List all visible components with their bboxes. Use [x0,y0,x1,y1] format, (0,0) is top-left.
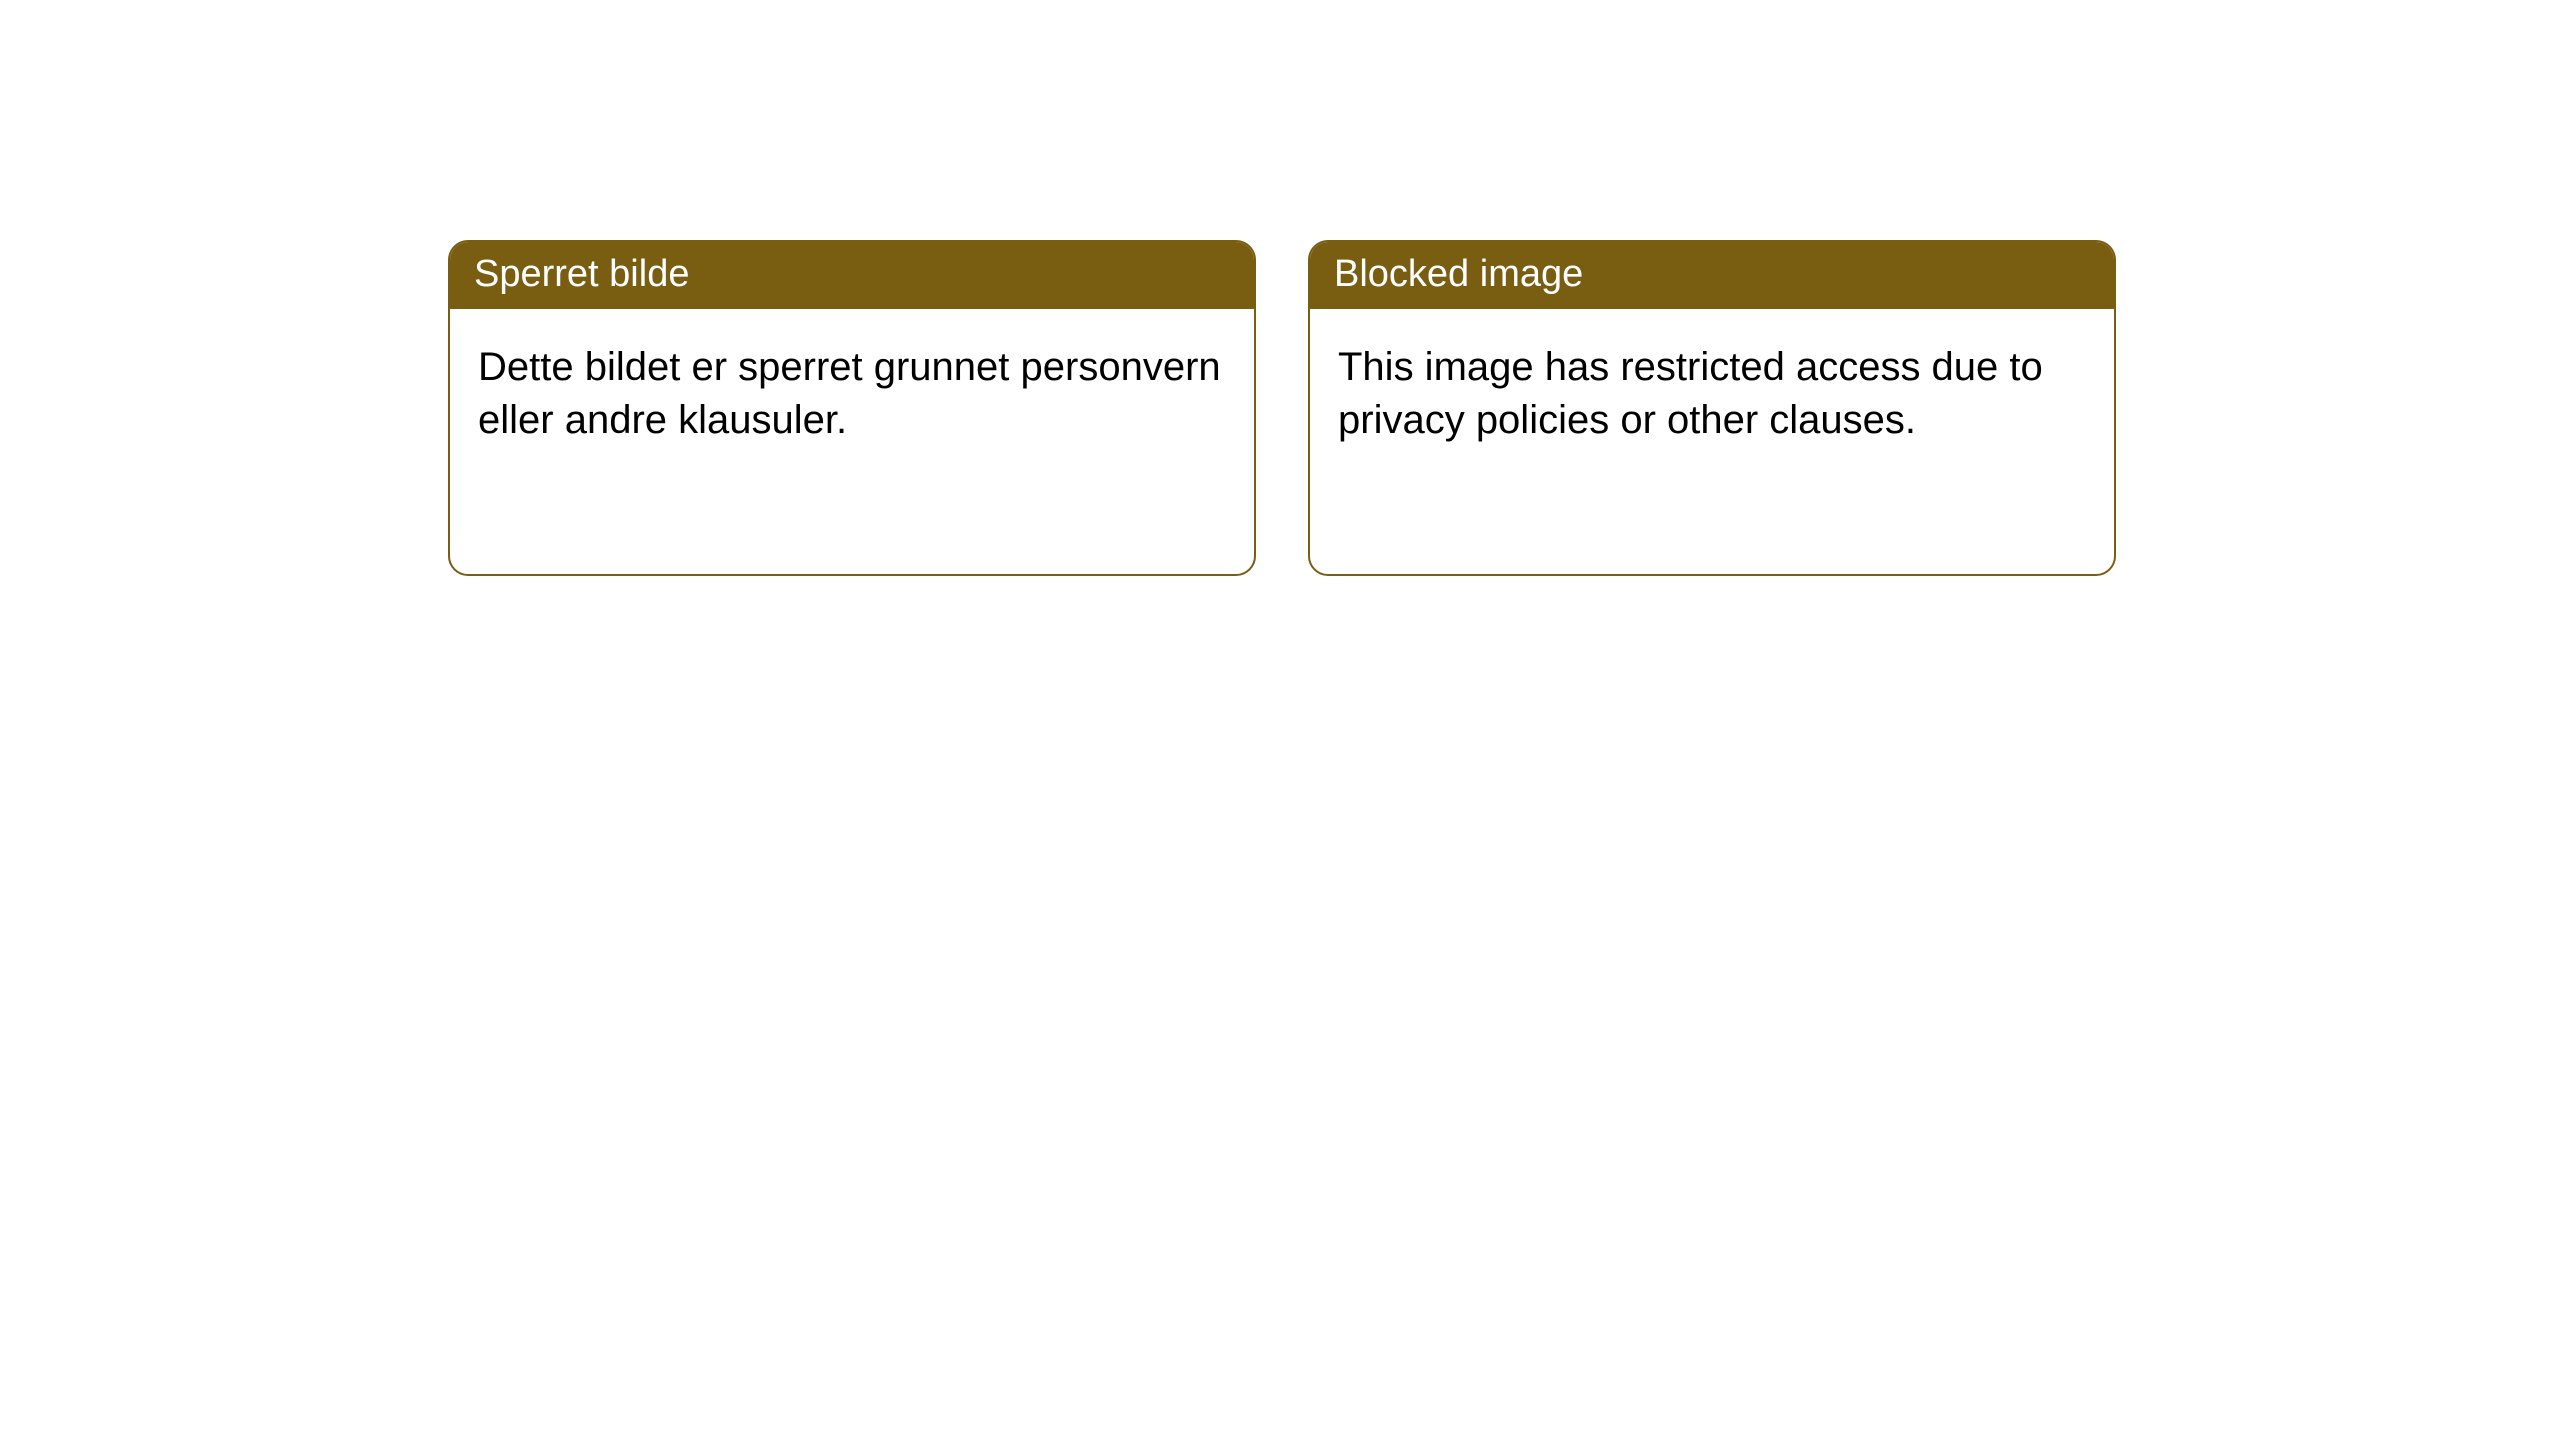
notice-body: This image has restricted access due to … [1310,309,2114,479]
notice-container: Sperret bilde Dette bildet er sperret gr… [0,0,2560,576]
notice-header: Blocked image [1310,242,2114,309]
notice-card-english: Blocked image This image has restricted … [1308,240,2116,576]
notice-body: Dette bildet er sperret grunnet personve… [450,309,1254,479]
notice-card-norwegian: Sperret bilde Dette bildet er sperret gr… [448,240,1256,576]
notice-header: Sperret bilde [450,242,1254,309]
